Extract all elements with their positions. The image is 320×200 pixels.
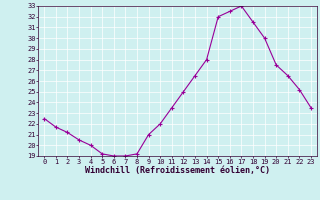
X-axis label: Windchill (Refroidissement éolien,°C): Windchill (Refroidissement éolien,°C) — [85, 166, 270, 175]
